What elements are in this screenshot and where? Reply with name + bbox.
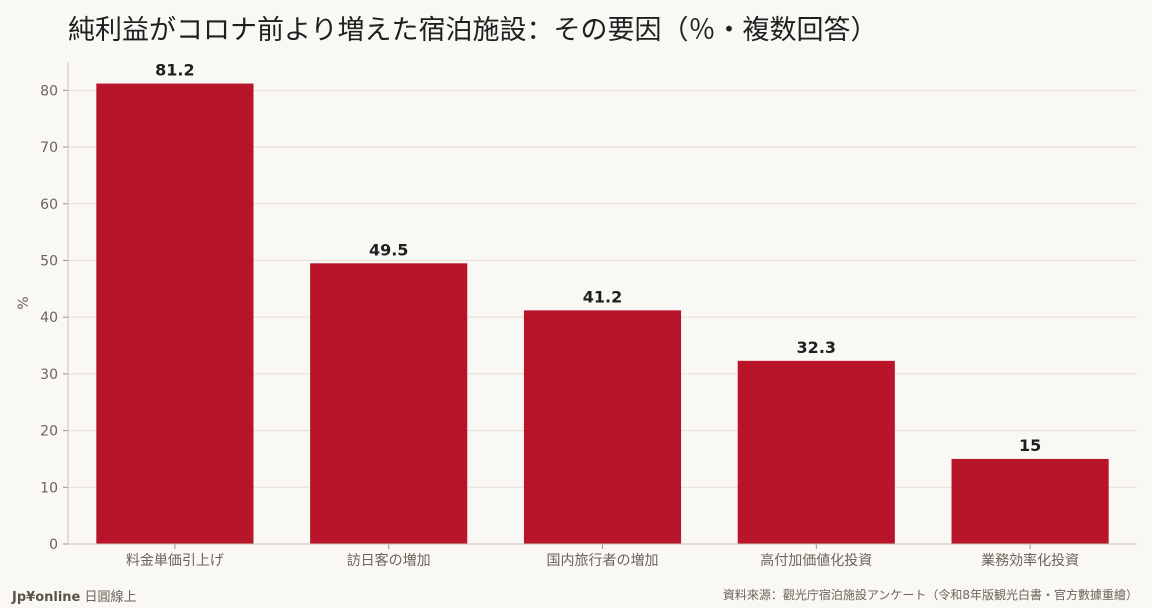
bar (96, 83, 254, 545)
brand-logo-text: Jp¥online (12, 590, 81, 605)
bar-value-label: 49.5 (369, 240, 408, 259)
x-tick-label: 国内旅行者の増加 (547, 553, 659, 569)
y-tick-label: 0 (49, 537, 58, 553)
y-tick-label: 70 (40, 140, 58, 156)
y-tick-label: 10 (40, 480, 58, 496)
value-labels: 81.2 49.5 41.2 32.3 15 (155, 61, 1041, 455)
bar (310, 263, 468, 544)
bars (96, 83, 1109, 545)
bar (523, 310, 682, 544)
bar-value-label: 81.2 (155, 61, 194, 80)
source-note: 資料來源：觀光庁宿泊施設アンケート（令和8年版観光白書・官方數據重繪） (722, 588, 1138, 602)
bar-value-label: 41.2 (583, 287, 622, 306)
y-tick-label: 40 (40, 310, 58, 326)
y-tick-label: 30 (40, 367, 58, 383)
bar (951, 458, 1109, 544)
chart-title: 純利益がコロナ前より増えた宿泊施設：その要因（％・複数回答） (68, 15, 878, 46)
x-tick-label: 訪日客の増加 (347, 552, 431, 569)
y-axis-ticks: 0 10 20 30 40 50 60 70 80 (40, 83, 68, 553)
x-tick-label: 業務効率化投資 (981, 552, 1079, 569)
brand-suffix: 日圓線上 (84, 590, 137, 605)
bar-value-label: 32.3 (797, 338, 836, 357)
y-tick-label: 80 (40, 83, 58, 99)
x-tick-label: 高付加価値化投資 (760, 552, 872, 569)
y-tick-label: 60 (40, 197, 58, 213)
bar-value-label: 15 (1019, 436, 1041, 455)
x-axis-ticks: 料金単価引上げ 訪日客の増加 国内旅行者の増加 高付加価値化投資 業務効率化投資 (126, 544, 1079, 569)
x-tick-label: 料金単価引上げ (126, 553, 224, 569)
y-tick-label: 50 (40, 253, 58, 269)
footer-brand: Jp¥online 日圓線上 (12, 586, 137, 605)
y-axis-label: % (16, 296, 32, 309)
y-tick-label: 20 (40, 424, 58, 440)
bar (737, 360, 895, 544)
